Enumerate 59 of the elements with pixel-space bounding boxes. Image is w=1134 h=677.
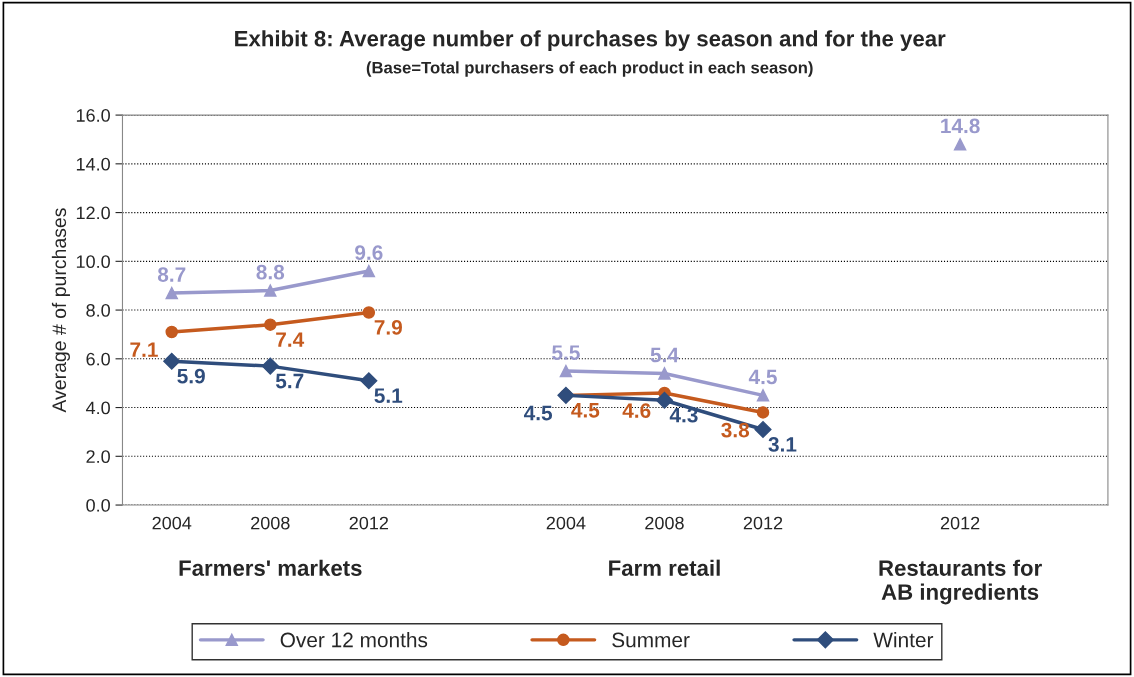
y-axis-title: Average # of purchases (51, 208, 70, 413)
x-tick-label: 2008 (645, 516, 684, 530)
legend-label: Over 12 months (280, 632, 428, 648)
data-label: 9.6 (355, 245, 383, 260)
legend-label: Summer (612, 632, 690, 648)
point (655, 391, 674, 409)
data-label: 5.1 (374, 388, 403, 403)
x-tick-label: 2012 (349, 516, 389, 530)
point (163, 352, 181, 370)
point (559, 364, 573, 378)
point (165, 325, 178, 339)
data-label: 4.6 (622, 403, 651, 418)
point (658, 367, 671, 380)
data-label: 4.5 (523, 405, 553, 421)
data-label: 8.7 (157, 267, 186, 282)
x-tick-label: 2008 (251, 516, 290, 530)
data-label: 3.1 (768, 437, 797, 452)
point (362, 306, 376, 319)
point (754, 420, 772, 439)
point (165, 286, 178, 300)
x-tick-label: 2004 (546, 516, 586, 530)
data-label: 5.7 (275, 373, 304, 389)
point (264, 284, 277, 297)
chart-title: Exhibit 8: Average number of purchases by season and for the year (235, 30, 946, 52)
legend-label: Winter (873, 632, 934, 648)
text: Restaurants for AB ingredients (879, 559, 1042, 605)
data-label: 5.9 (177, 368, 205, 384)
y-tick-label: 10.0 (76, 255, 110, 269)
chart-subtitle: (Base=Total purchasers of each product in each season) (366, 61, 813, 77)
data-label: 7.1 (130, 342, 158, 357)
data-label: 7.4 (276, 332, 305, 347)
y-tick-label: 4.0 (85, 401, 110, 415)
data-label: 14.8 (941, 118, 980, 134)
point (756, 389, 770, 402)
data-label: 5.4 (650, 347, 679, 363)
point (264, 318, 277, 331)
data-label: 3.8 (721, 422, 750, 438)
data-label: 8.8 (256, 264, 285, 280)
y-tick-label: 14.0 (76, 157, 110, 171)
data-label: 7.9 (374, 320, 402, 335)
point (362, 264, 376, 278)
point (953, 138, 967, 151)
data-label: 4.5 (748, 369, 777, 385)
y-tick-label: 12.0 (76, 206, 110, 220)
y-tick-label: 8.0 (86, 304, 110, 317)
point (360, 372, 378, 390)
data-label: 5.5 (552, 345, 580, 360)
y-tick-label: 6.0 (86, 352, 110, 366)
x-tick-label: 2012 (940, 516, 980, 530)
text: Farmers' markets (179, 559, 362, 576)
y-tick-label: 16.0 (76, 109, 110, 122)
y-tick-label: 0.0 (86, 498, 110, 512)
point (756, 406, 770, 419)
point (261, 357, 279, 375)
data-label: 4.5 (571, 403, 600, 418)
x-tick-label: 2004 (152, 516, 192, 530)
x-tick-label: 2012 (743, 516, 783, 530)
text: Farm retail (609, 559, 720, 576)
y-tick-label: 2.0 (86, 450, 110, 464)
